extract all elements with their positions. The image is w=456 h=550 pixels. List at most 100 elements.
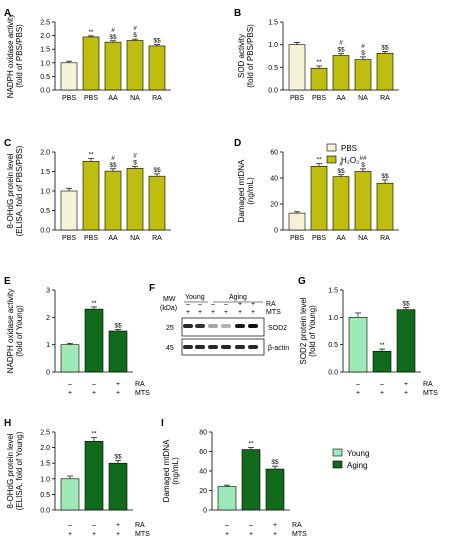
treatment-sign: + — [116, 390, 120, 397]
y-axis-label: NADPH oxidase activity — [6, 289, 15, 373]
y-tick-label: 2.5 — [40, 20, 50, 27]
significance-mark: # — [111, 27, 115, 34]
bar — [126, 40, 144, 91]
bar — [288, 212, 306, 231]
significance-mark: $ — [133, 159, 137, 166]
western-blot-panel: F MW (kDa) Young Aging RA MTS – – – – + ++ + + +… — [149, 283, 289, 356]
significance-mark: $$ — [337, 47, 345, 54]
bar — [376, 52, 394, 91]
legend-bottom-swatch-1 — [332, 460, 343, 469]
treatment-sign: + — [273, 522, 277, 529]
bar — [241, 449, 261, 511]
treatment-sign: – — [380, 381, 384, 388]
blot-band-sod2 — [195, 324, 205, 328]
y-tick-label: 0 — [203, 508, 207, 515]
treatment-sign: – — [225, 522, 229, 529]
significance-mark: # — [361, 43, 365, 50]
blot-mw-unit: (kDa) — [160, 305, 177, 312]
x-tick-label: RA — [380, 235, 390, 242]
treatment-row-label: MTS — [292, 531, 307, 538]
bar — [354, 59, 372, 91]
bar — [348, 317, 368, 373]
bar — [148, 45, 166, 91]
y-axis-label: (ELISA, fold of Young) — [15, 431, 24, 510]
significance-mark: $ — [133, 32, 137, 39]
panel-letter-h: H — [4, 418, 11, 429]
blot-mw-sod2: 25 — [166, 325, 174, 332]
significance-mark: ** — [88, 152, 94, 159]
bar — [265, 468, 285, 511]
y-tick-label: 60 — [270, 150, 278, 157]
y-tick-label: 1.5 — [40, 47, 50, 54]
significance-mark: ## — [359, 155, 367, 162]
y-axis-label: SOD activity — [237, 34, 246, 78]
panel-letter-b: B — [234, 8, 241, 19]
y-axis-label: (fold of PBS/PBS) — [15, 24, 24, 88]
treatment-sign: + — [249, 531, 253, 538]
significance-mark: ** — [379, 342, 385, 349]
x-tick-label: PBS — [84, 95, 98, 102]
blot-band-actin — [195, 345, 205, 349]
treatment-sign: + — [356, 390, 360, 397]
bar — [104, 170, 122, 231]
treatment-row-label: MTS — [423, 390, 438, 397]
significance-mark: $$ — [109, 162, 117, 169]
y-tick-label: 0 — [274, 228, 278, 235]
panel-h: H 0.0 0.5 1.0 1.5 2.0 2.5 8-OHdG protein level(… — [4, 418, 150, 538]
legend-top-swatch-0 — [326, 143, 337, 152]
panel-letter-e: E — [4, 276, 11, 287]
significance-mark: # — [339, 40, 343, 47]
significance-mark: # — [339, 161, 343, 168]
bar — [126, 168, 144, 231]
treatment-row-label: MTS — [135, 390, 150, 397]
x-tick-label: PBS — [62, 95, 76, 102]
x-tick-label: RA — [152, 235, 162, 242]
treatment-sign: + — [116, 522, 120, 529]
panel-i: I 0 20 40 60 80 Damaged mtDNA (ng/mL) – + ** – + $$ + +… — [161, 418, 307, 538]
significance-mark: # — [133, 25, 137, 32]
significance-mark: $$ — [381, 44, 389, 51]
bar — [354, 171, 372, 231]
treatment-row-label: RA — [423, 381, 433, 388]
treatment-sign: + — [92, 390, 96, 397]
blot-treatment-sign: + — [238, 301, 242, 308]
blot-treatment-sign: + — [251, 301, 255, 308]
x-tick-label: AA — [108, 235, 118, 242]
y-tick-label: 0.5 — [268, 65, 278, 72]
treatment-sign: – — [68, 522, 72, 529]
significance-mark: # — [133, 152, 137, 159]
treatment-sign: + — [404, 390, 408, 397]
y-axis-label: (fold of Young) — [308, 305, 317, 357]
x-tick-label: AA — [336, 95, 346, 102]
x-tick-label: PBS — [290, 235, 304, 242]
y-axis-label: (fold of Young) — [15, 305, 24, 357]
blot-group-young: Young — [185, 294, 205, 301]
x-tick-label: PBS — [62, 235, 76, 242]
significance-mark: $$ — [381, 173, 389, 180]
panel-g: G 0.0 0.5 1.0 1.5 SOD2 protein level (fold of … — [298, 276, 438, 397]
treatment-sign: – — [356, 381, 360, 388]
treatment-sign: + — [273, 531, 277, 538]
x-tick-label: PBS — [84, 235, 98, 242]
blot-treatment-sign: + — [211, 309, 215, 316]
y-tick-label: 0.0 — [40, 228, 50, 235]
legend-top-label-0: PBS — [341, 144, 357, 153]
y-axis-label: Damaged mtDNA — [237, 159, 246, 222]
bar — [84, 441, 104, 511]
y-tick-label: 0.0 — [328, 370, 338, 377]
blot-treatment-sign: – — [186, 301, 190, 308]
y-tick-label: 1 — [46, 342, 50, 349]
blot-band-sod2 — [183, 324, 193, 328]
y-tick-label: 20 — [270, 202, 278, 209]
treatment-sign: + — [116, 381, 120, 388]
treatment-sign: + — [225, 531, 229, 538]
y-tick-label: 0.5 — [40, 74, 50, 81]
legend-bottom: Young Aging — [332, 448, 369, 470]
panel-letter-c: C — [4, 138, 11, 149]
y-tick-label: 0.0 — [268, 88, 278, 95]
panel-letter-a: A — [4, 8, 11, 19]
y-axis-label: SOD2 protein level — [299, 297, 308, 364]
x-tick-label: RA — [380, 95, 390, 102]
